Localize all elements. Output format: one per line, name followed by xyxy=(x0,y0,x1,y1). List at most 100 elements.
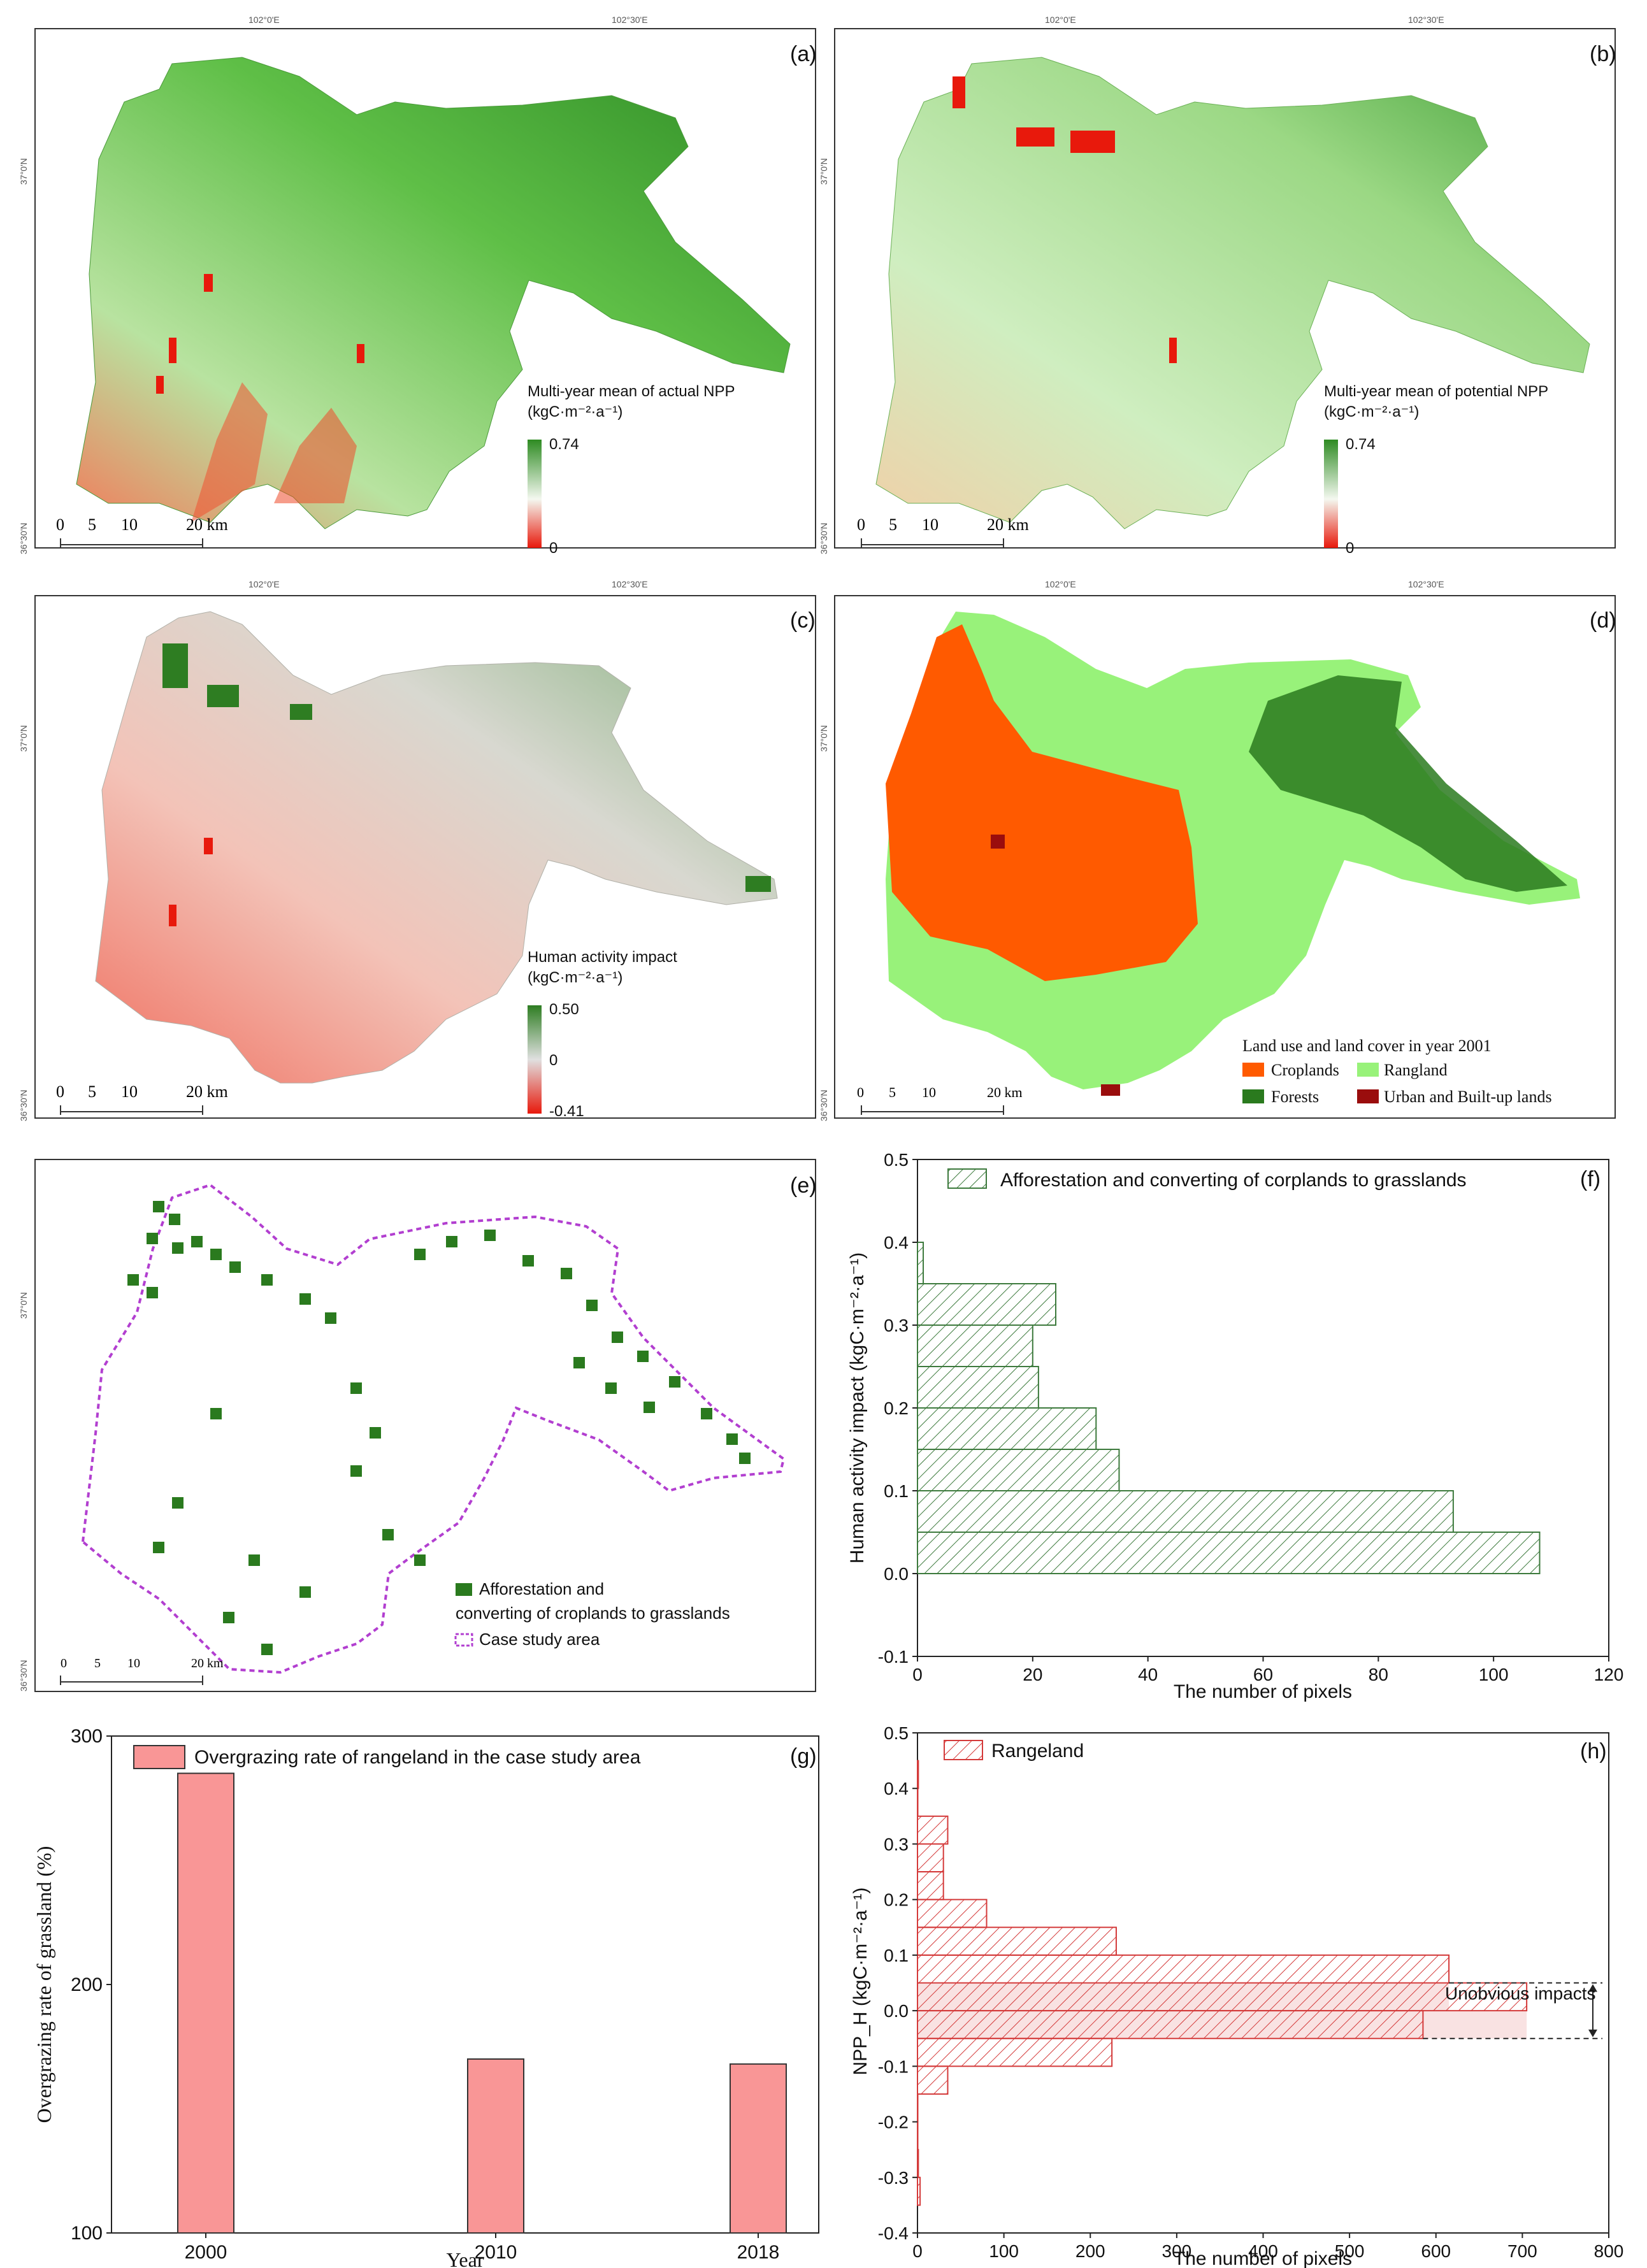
chart-h-annot-arrowhead xyxy=(1588,2029,1597,2037)
panel-e-left-tick-1: 37°0'N xyxy=(18,1292,29,1319)
chart-g-ylabel: Overgrazing rate of grassland (%) xyxy=(32,1846,55,2123)
panel-d-legend-rangland: Rangland xyxy=(1384,1061,1448,1079)
chart-h-ytick-label: 0.0 xyxy=(884,2001,909,2021)
panel-c: 102°0'E 102°30'E 37°0'N 36°30'N (c) Huma… xyxy=(18,579,816,1121)
chart-h-bar xyxy=(917,1898,988,1928)
panel-d: 102°0'E 102°30'E 37°0'N 36°30'N (d) Land… xyxy=(819,579,1616,1121)
scalebar-label: 5 xyxy=(889,515,897,534)
chart-f-ytick-label: 0.5 xyxy=(884,1150,909,1170)
panel-c-green-pixel xyxy=(207,685,239,707)
panel-a-colorbar-max: 0.74 xyxy=(549,436,579,453)
panel-c-legend-unit: (kgC·m⁻²·a⁻¹) xyxy=(528,969,622,986)
chart-g-bar xyxy=(730,2063,787,2234)
panel-d-legend-croplands: Croplands xyxy=(1271,1061,1339,1079)
panel-d-forest-area xyxy=(1249,675,1567,892)
chart-g-xlabel: Year xyxy=(447,2248,484,2268)
scalebar-label: 20 km xyxy=(987,515,1029,534)
panel-b-colorbar-min: 0 xyxy=(1346,540,1354,557)
scalebar-label: 20 km xyxy=(186,515,228,534)
chart-h-ytick-label: 0.3 xyxy=(884,1834,909,1854)
chart-h-bar xyxy=(917,1788,919,1817)
panel-d-top-tick-1: 102°0'E xyxy=(1045,579,1076,589)
chart-f-ytick-label: -0.1 xyxy=(878,1647,909,1667)
panel-a-top-tick-2: 102°30'E xyxy=(612,15,648,25)
chart-h-ytick-label: 0.4 xyxy=(884,1779,909,1798)
panel-b-red-pixel xyxy=(1016,127,1054,147)
panel-c-green-pixel xyxy=(745,876,771,892)
chart-g-bar xyxy=(177,1772,234,2234)
chart-g-ytick-label: 100 xyxy=(71,2223,103,2244)
chart-h-xtick-label: 700 xyxy=(1507,2241,1537,2261)
panel-e-tag: (e) xyxy=(790,1173,817,1198)
chart-f-bar xyxy=(917,1532,1541,1574)
chart-g-ytick-label: 200 xyxy=(71,1974,103,1995)
chart-g: 100 200 300 2000 2010 2018 Overgrazing rate … xyxy=(32,1726,819,2268)
chart-h-legend-swatch xyxy=(944,1740,983,1760)
chart-f-xtick-label: 40 xyxy=(1138,1665,1158,1684)
chart-g-tag: (g) xyxy=(790,1744,817,1769)
chart-h-bar xyxy=(917,2010,1424,2039)
panel-a-red-pixel xyxy=(169,338,176,363)
chart-h-bar xyxy=(917,1815,949,1845)
chart-h-bar xyxy=(917,2121,919,2151)
chart-h-tag: (h) xyxy=(1580,1739,1607,1763)
chart-g-legend-label: Overgrazing rate of rangeland in the cas… xyxy=(194,1747,641,1768)
panel-a-low-npp-area-2 xyxy=(274,408,357,503)
panel-e-scalebar: 0 5 10 20 km xyxy=(60,1656,224,1685)
chart-f-xlabel: The number of pixels xyxy=(1174,1681,1352,1702)
chart-h-ytick-label: 0.1 xyxy=(884,1946,909,1965)
scalebar-label: 5 xyxy=(88,1082,96,1101)
chart-f-ylabel: Human activity impact (kgC·m⁻²·a⁻¹) xyxy=(847,1252,868,1563)
panel-c-scalebar: 0 5 10 20 km xyxy=(56,1082,228,1115)
chart-f-ytick-label: 0.1 xyxy=(884,1481,909,1501)
panel-c-top-tick-1: 102°0'E xyxy=(248,579,280,589)
chart-h-xtick-label: 500 xyxy=(1335,2241,1365,2261)
chart-f-bar xyxy=(917,1283,1056,1326)
chart-h-bar xyxy=(917,1927,1117,1956)
chart-f-bar xyxy=(917,1407,1097,1450)
chart-h-ytick-label: 0.5 xyxy=(884,1723,909,1743)
panel-e-case-study-boundary xyxy=(81,1183,786,1674)
chart-h: -0.4 -0.3 -0.2 -0.1 0.0 0.1 0.2 0.3 0.4 0.5 0 100 2… xyxy=(850,1723,1623,2268)
panel-e-legend-afforestation-line1: Afforestation and xyxy=(479,1579,604,1598)
chart-h-xtick-label: 600 xyxy=(1421,2241,1451,2261)
panel-b-colorbar-max: 0.74 xyxy=(1346,436,1376,453)
chart-f: -0.1 0.0 0.1 0.2 0.3 0.4 0.5 0 20 40 60 80 100 120 A… xyxy=(847,1150,1623,1702)
panel-c-left-tick-2: 36°30'N xyxy=(18,1089,29,1121)
panel-a-left-tick-2: 36°30'N xyxy=(18,522,29,554)
chart-f-ytick-label: 0.4 xyxy=(884,1233,909,1252)
scalebar-label: 0 xyxy=(857,515,865,534)
scalebar-label: 10 xyxy=(922,1084,936,1100)
panel-a-legend-unit: (kgC·m⁻²·a⁻¹) xyxy=(528,403,622,420)
scalebar-label: 10 xyxy=(121,1082,138,1101)
panel-b-left-tick-2: 36°30'N xyxy=(819,522,829,554)
chart-f-ytick-label: 0.3 xyxy=(884,1316,909,1335)
chart-g-legend-swatch xyxy=(133,1745,185,1769)
chart-g-ytick-label: 300 xyxy=(71,1726,103,1747)
panel-a-low-npp-area xyxy=(191,382,268,522)
scalebar-label: 10 xyxy=(922,515,939,534)
chart-f-legend-label: Afforestation and converting of corpland… xyxy=(1000,1170,1467,1191)
scalebar-label: 0 xyxy=(857,1084,864,1100)
panel-c-colorbar-mid: 0 xyxy=(549,1052,557,1069)
panel-b-red-pixel xyxy=(953,76,965,108)
chart-h-bar xyxy=(917,1954,1450,1984)
panel-c-colorbar-max: 0.50 xyxy=(549,1001,579,1018)
scalebar-label: 20 km xyxy=(186,1082,228,1101)
chart-g-xtick-label: 2010 xyxy=(475,2242,517,2263)
panel-c-red-pixel xyxy=(169,905,176,926)
panel-d-urban-pixel xyxy=(1101,1084,1120,1096)
chart-h-ytick-label: -0.2 xyxy=(878,2113,909,2132)
chart-h-highlight-upper xyxy=(917,1983,1449,2011)
chart-h-xtick-label: 0 xyxy=(912,2241,923,2261)
chart-h-ytick-label: -0.1 xyxy=(878,2056,909,2076)
panel-a-red-pixel xyxy=(156,376,164,394)
chart-h-bar xyxy=(917,1760,919,1790)
panel-d-cropland-area xyxy=(886,624,1198,981)
panel-a-tag: (a) xyxy=(790,42,817,66)
chart-f-bar xyxy=(917,1449,1120,1491)
chart-h-xtick-label: 100 xyxy=(989,2241,1019,2261)
chart-h-annot-arrowhead xyxy=(1588,1984,1597,1992)
panel-b-left-tick-1: 37°0'N xyxy=(819,158,829,185)
